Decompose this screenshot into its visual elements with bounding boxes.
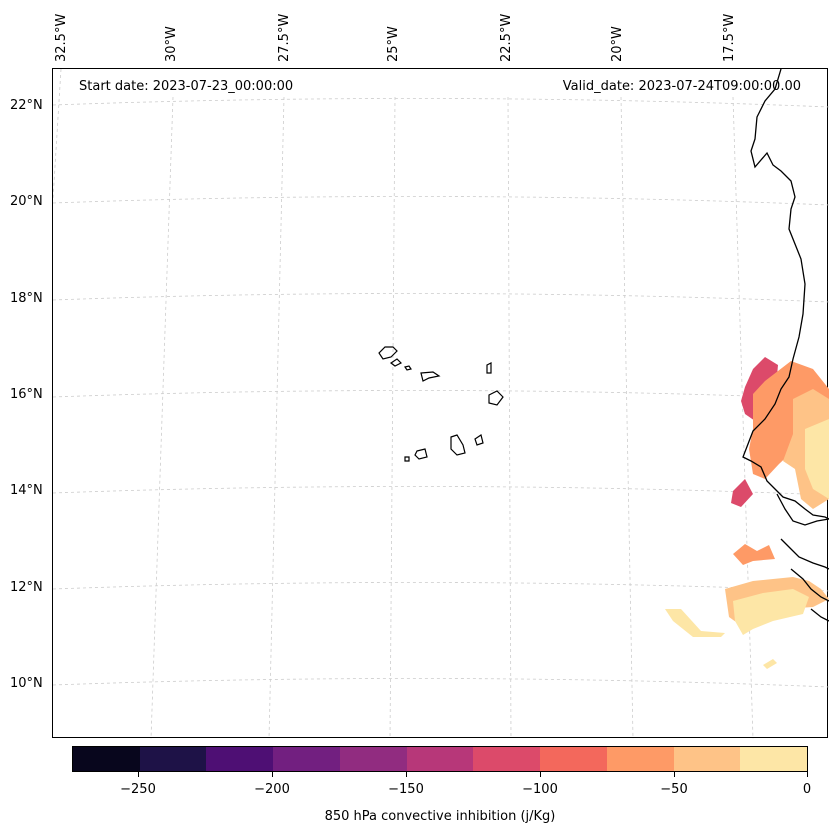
grid-lat-10n: [53, 678, 829, 688]
colorbar-swatch-3: [273, 747, 340, 771]
lat-label-18n: 18°N: [10, 291, 43, 306]
lat-label-12n: 12°N: [10, 580, 43, 595]
island-brava: [404, 456, 410, 462]
grid-lat-14n: [53, 486, 829, 496]
colorbar-tickmark-neg250: [138, 772, 139, 777]
colorbar-tick-0: 0: [802, 782, 812, 797]
valid-date-label: Valid_date: 2023-07-24T09:00:00.00: [562, 79, 801, 94]
colorbar-tick-neg50: −50: [660, 782, 688, 797]
grid-lon-32-5w: [53, 69, 62, 200]
island-sal: [486, 362, 492, 374]
lon-label-25w: 25°W: [386, 26, 401, 62]
cin-patch-orange-main: [749, 361, 829, 479]
lat-label-22n: 22°N: [10, 98, 43, 113]
colorbar-swatch-8: [606, 747, 674, 771]
coastline-mainland: [742, 69, 829, 520]
grid-lat-22n: [53, 98, 829, 108]
colorbar-swatch-6: [473, 747, 541, 771]
start-date-label: Start date: 2023-07-23_00:00:00: [79, 79, 294, 94]
map-canvas: [53, 69, 829, 739]
colorbar-swatch-9: [673, 747, 741, 771]
graticule: [53, 69, 829, 739]
colorbar-tickmark-neg200: [272, 772, 273, 777]
colorbar-tick-neg100: −100: [522, 782, 558, 797]
colorbar-tickmark-0: [807, 772, 808, 777]
grid-lon-20w: [620, 96, 634, 739]
colorbar-swatch-2: [206, 747, 274, 771]
colorbar-tick-neg200: −200: [254, 782, 290, 797]
map-panel: Start date: 2023-07-23_00:00:00 Valid_da…: [52, 68, 829, 739]
island-maio: [474, 434, 484, 446]
cin-patch-red-south: [731, 479, 753, 507]
colorbar-swatch-0: [73, 747, 140, 771]
colorbar-tickmark-neg150: [406, 772, 407, 777]
lon-label-22-5w: 22.5°W: [499, 13, 514, 62]
grid-lon-17-5w: [732, 96, 754, 739]
coastline-gambia: [776, 493, 829, 526]
lon-label-30w: 30°W: [164, 26, 179, 62]
lat-label-16n: 16°N: [10, 387, 43, 402]
grid-lon-30w: [150, 96, 174, 739]
cin-patch-orange-12n: [733, 544, 775, 565]
lon-label-17-5w: 17.5°W: [722, 13, 737, 62]
lon-label-27-5w: 27.5°W: [277, 13, 292, 62]
colorbar-swatch-1: [139, 747, 207, 771]
grid-lon-22-5w: [507, 96, 512, 739]
cin-patch-light-yellow-dot: [763, 659, 777, 669]
lat-label-14n: 14°N: [10, 483, 43, 498]
island-fogo: [414, 448, 428, 460]
coastline-guinea: [790, 568, 829, 602]
cin-patch-light-yellow-11n: [733, 589, 809, 635]
coastline-guinea-bissau: [780, 538, 829, 570]
lon-label-20w: 20°W: [610, 26, 625, 62]
island-santo-antao: [378, 346, 398, 360]
colorbar-label: 850 hPa convective inhibition (j/Kg): [324, 809, 556, 824]
island-santa-luzia: [404, 365, 412, 371]
island-sao-vicente: [389, 358, 403, 367]
cin-patch-light-yellow-a: [805, 419, 829, 499]
lat-label-10n: 10°N: [10, 676, 43, 691]
colorbar-swatch-4: [339, 747, 407, 771]
lon-label-32-5w: 32.5°W: [54, 13, 69, 62]
colorbar-swatch-5: [406, 747, 474, 771]
grid-lat-16n: [53, 390, 829, 400]
cape-verde-islands: [378, 346, 504, 462]
coastline-sierra-leone: [810, 608, 829, 622]
colorbar-tickmark-neg50: [674, 772, 675, 777]
colorbar-tick-neg150: −150: [388, 782, 424, 797]
colorbar-tick-neg250: −250: [120, 782, 156, 797]
grid-lat-12n: [53, 582, 829, 592]
coastline: [742, 69, 829, 622]
cin-contours: [665, 357, 829, 669]
island-sao-nicolau: [420, 371, 441, 382]
grid-lon-27-5w: [268, 96, 285, 739]
grid-lat-20n: [53, 196, 829, 206]
grid-lat-18n: [53, 293, 829, 303]
island-boa-vista: [488, 390, 504, 406]
colorbar-swatch-10: [740, 747, 808, 771]
cin-patch-light-yellow-west: [665, 609, 725, 637]
colorbar: [72, 746, 808, 772]
colorbar-tickmark-neg100: [540, 772, 541, 777]
island-santiago: [450, 434, 466, 456]
grid-lon-25w: [389, 96, 396, 739]
lat-label-20n: 20°N: [10, 194, 43, 209]
colorbar-swatch-7: [540, 747, 607, 771]
